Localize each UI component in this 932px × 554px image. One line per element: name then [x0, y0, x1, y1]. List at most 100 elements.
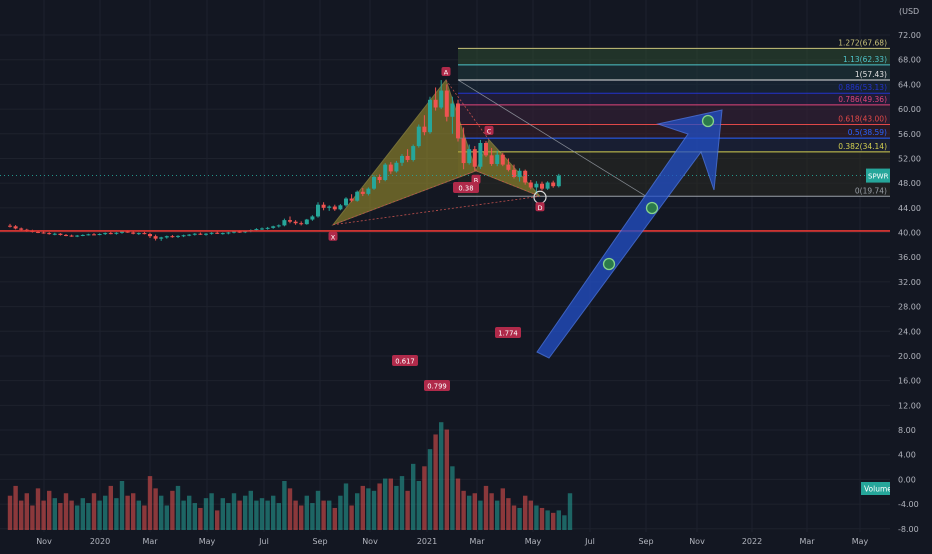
candle-body [383, 164, 388, 181]
candle-body [411, 146, 416, 160]
candle-body [461, 138, 466, 164]
pattern-ratio-tag [495, 327, 521, 338]
candle-body [204, 233, 208, 235]
candle-body [181, 235, 186, 237]
volume-bar [467, 495, 472, 530]
volume-bar [427, 449, 433, 530]
volume-bar [299, 505, 304, 530]
volume-bar [30, 505, 35, 530]
candle-body [422, 126, 427, 133]
candle-body [142, 233, 147, 235]
fib-zone [458, 124, 890, 139]
volume-bar [478, 500, 483, 530]
candle-body [86, 234, 91, 236]
target-marker-icon[interactable] [645, 201, 659, 215]
pattern-point-tag [328, 231, 338, 241]
pattern-point-label: A [444, 69, 449, 77]
candle-body [276, 225, 281, 227]
candle-body [198, 233, 203, 235]
volume-bar [103, 495, 108, 530]
volume-bar [355, 493, 360, 530]
currency-label: (USD [899, 7, 919, 16]
candle-body [153, 236, 158, 239]
candle-body [523, 170, 528, 183]
volume-bar [461, 490, 466, 530]
target-marker-icon[interactable] [701, 114, 715, 128]
price-tick-label: 52.00 [898, 154, 921, 163]
time-tick-label: May [199, 537, 216, 546]
time-tick-label: 2020 [90, 537, 110, 546]
harmonic-ac-line [445, 79, 490, 141]
volume-bar [41, 500, 46, 530]
price-tick-label: 48.00 [898, 179, 921, 188]
harmonic-xd-line [332, 195, 541, 226]
time-tick-label: Nov [36, 537, 52, 546]
volume-bar [203, 498, 209, 530]
harmonic-bd-line [475, 170, 541, 197]
candle-body [456, 103, 460, 139]
time-tick-label: Mar [469, 537, 485, 546]
symbol-tag-label: SPWR [868, 173, 889, 181]
pattern-ratio-tag [424, 380, 450, 391]
price-tick-label: 36.00 [898, 253, 921, 262]
price-tick-label: -4.00 [898, 500, 919, 509]
volume-bar [556, 510, 561, 530]
volume-bar [147, 476, 153, 530]
volume-bar [259, 498, 265, 530]
volume-bar [170, 490, 175, 530]
candle-body [243, 231, 248, 233]
volume-bar [450, 466, 455, 530]
candle-body [19, 228, 24, 230]
volume-bar [394, 485, 399, 530]
candle-body [36, 231, 40, 233]
volume-bar [422, 466, 427, 530]
candle-body [349, 198, 354, 201]
candle-body [388, 164, 393, 172]
pattern-ratio-tag [392, 355, 418, 366]
candle-body [540, 183, 544, 189]
volume-bar [489, 493, 494, 530]
candle-body [500, 154, 505, 165]
volume-bar [343, 483, 349, 530]
candle-body [114, 232, 119, 234]
volume-bar [332, 507, 337, 530]
time-tick-label: May [525, 537, 542, 546]
time-tick-label: May [852, 537, 869, 546]
candle-body [293, 221, 298, 224]
price-tick-label: 60.00 [898, 105, 921, 114]
volume-bar [321, 500, 326, 530]
candle-body [450, 103, 455, 117]
candle-body [254, 229, 259, 231]
candle-body [282, 220, 287, 226]
volume-bar [248, 490, 253, 530]
volume-bar [35, 488, 41, 530]
candle-body [92, 234, 96, 236]
volume-bar [265, 500, 270, 530]
price-axis-panel[interactable] [890, 0, 932, 550]
price-tick-label: 32.00 [898, 278, 921, 287]
pattern-point-tag [471, 174, 481, 184]
volume-bar [282, 481, 287, 530]
symbol-tag[interactable] [866, 168, 890, 183]
candle-body [148, 234, 152, 237]
volume-bar [304, 495, 309, 530]
volume-bar [47, 490, 52, 530]
volume-bar [439, 422, 444, 530]
fib-level-label: 1.13(62.33) [843, 55, 887, 64]
candle-body [164, 236, 169, 238]
candle-body [8, 225, 12, 227]
volume-bar [91, 493, 97, 530]
volume-bar [136, 500, 141, 530]
volume-bar [567, 493, 573, 530]
candle-body [310, 216, 315, 220]
target-marker-icon[interactable] [602, 257, 616, 271]
volume-bar [539, 507, 545, 530]
price-tick-label: 68.00 [898, 56, 921, 65]
volume-bar [198, 507, 203, 530]
volume-bar [13, 485, 18, 530]
volume-bar [192, 503, 197, 530]
projection-arrow[interactable] [536, 109, 723, 359]
price-tick-label: 0.00 [898, 475, 916, 484]
